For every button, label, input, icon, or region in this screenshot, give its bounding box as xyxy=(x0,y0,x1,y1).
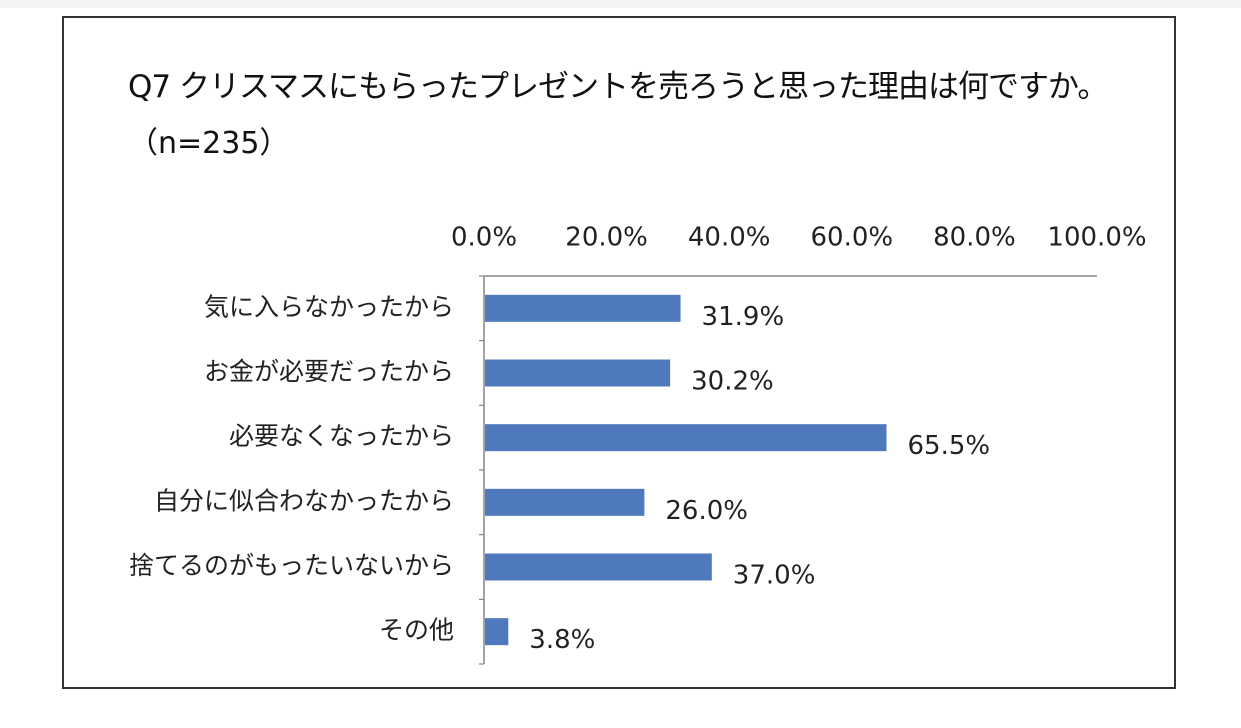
x-axis-tick-labels: 0.0% 20.0% 40.0% 60.0% 80.0% 100.0% xyxy=(451,223,1147,253)
x-tick-label: 100.0% xyxy=(1047,223,1146,253)
category-label: 捨てるのがもったいないから xyxy=(129,551,454,580)
data-label: 30.2% xyxy=(691,367,774,397)
category-label: 必要なくなったから xyxy=(229,422,454,451)
category-label: お金が必要だったから xyxy=(204,357,454,386)
page-top-strip xyxy=(0,0,1241,8)
data-label: 37.0% xyxy=(733,561,816,591)
bar xyxy=(485,488,645,516)
data-label: 65.5% xyxy=(908,431,991,461)
category-axis-ticks xyxy=(479,275,484,665)
data-label: 26.0% xyxy=(665,496,748,526)
category-labels: 気に入らなかったからお金が必要だったから必要なくなったから自分に似合わなかったか… xyxy=(129,292,454,644)
chart-subtitle: （n=235） xyxy=(128,126,290,161)
bars xyxy=(485,294,887,646)
category-label: 気に入らなかったから xyxy=(204,292,454,321)
x-tick-label: 0.0% xyxy=(451,223,517,253)
x-tick-label: 60.0% xyxy=(810,223,893,253)
bar xyxy=(485,359,671,387)
category-label: その他 xyxy=(379,616,454,645)
data-label: 31.9% xyxy=(702,302,785,332)
bar xyxy=(485,424,887,452)
x-tick-label: 80.0% xyxy=(933,223,1016,253)
x-tick-label: 20.0% xyxy=(565,223,648,253)
x-tick-label: 40.0% xyxy=(688,223,771,253)
data-label: 3.8% xyxy=(529,625,595,655)
bar xyxy=(485,553,712,581)
bar xyxy=(485,294,681,322)
chart-title: Q7 クリスマスにもらったプレゼントを売ろうと思った理由は何ですか。 xyxy=(128,69,1108,105)
category-label: 自分に似合わなかったから xyxy=(154,486,454,515)
data-labels: 31.9% 30.2% 65.5% 26.0% 37.0% 3.8% xyxy=(529,302,990,655)
bar xyxy=(485,618,509,646)
